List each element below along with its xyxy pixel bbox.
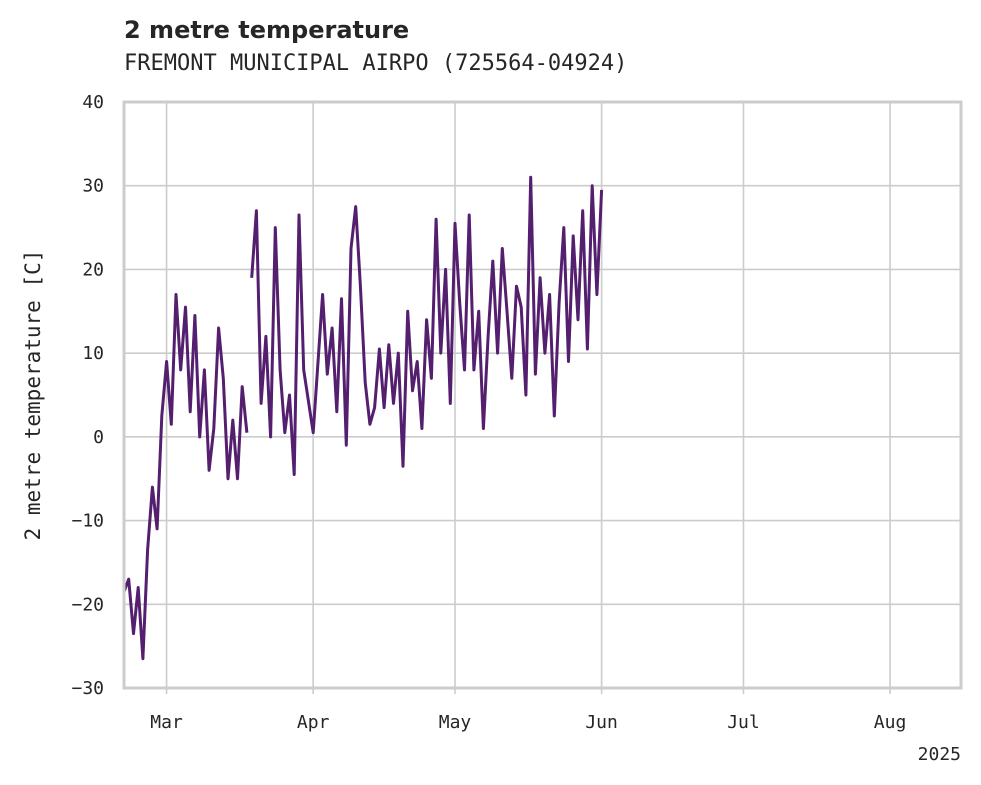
chart-subtitle: FREMONT MUNICIPAL AIRPO (725564-04924) <box>124 51 628 76</box>
temperature-series-line <box>122 175 604 661</box>
y-tick-label: 40 <box>82 92 104 113</box>
x-tick-label: Jun <box>585 712 618 733</box>
x-axis-year-label: 2025 <box>918 744 961 765</box>
y-tick-label: 20 <box>82 259 104 280</box>
grid <box>124 101 961 694</box>
series-line-group <box>122 175 604 661</box>
y-tick-label: −30 <box>71 678 104 699</box>
y-tick-label: −20 <box>71 594 104 615</box>
plot-frame <box>122 100 963 690</box>
chart-title: 2 metre temperature <box>124 16 410 44</box>
y-tick-label: 30 <box>82 176 104 197</box>
x-tick-label: Aug <box>874 712 907 733</box>
y-tick-label: 10 <box>82 343 104 364</box>
x-tick-label: Jul <box>727 712 760 733</box>
x-tick-label: Mar <box>150 712 183 733</box>
x-tick-label: Apr <box>297 712 330 733</box>
y-tick-label: 0 <box>93 427 104 448</box>
tick-labels: −30 −20 −10 0 10 20 30 40 Mar Apr May Jun Jul Aug 2025 <box>71 92 961 765</box>
x-tick-label: May <box>439 712 472 733</box>
y-tick-label: −10 <box>71 511 104 532</box>
y-axis-label: 2 metre temperature [C] <box>21 250 45 541</box>
